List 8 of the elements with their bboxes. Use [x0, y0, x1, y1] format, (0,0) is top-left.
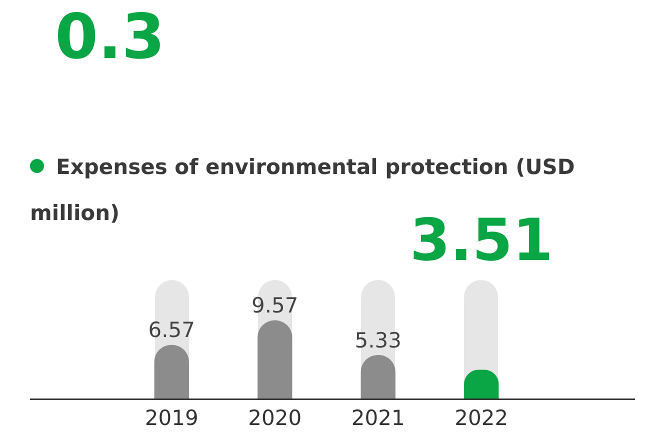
data-label: 9.57	[251, 294, 298, 318]
data-label: 6.57	[148, 318, 196, 342]
x-tick-label: 2020	[248, 406, 302, 430]
x-tick-label: 2019	[144, 406, 198, 430]
x-tick-label: 2022	[454, 406, 508, 430]
text: 0.3	[55, 0, 165, 74]
data-label: 5.33	[354, 328, 402, 352]
x-tick-label: 2021	[351, 406, 405, 430]
